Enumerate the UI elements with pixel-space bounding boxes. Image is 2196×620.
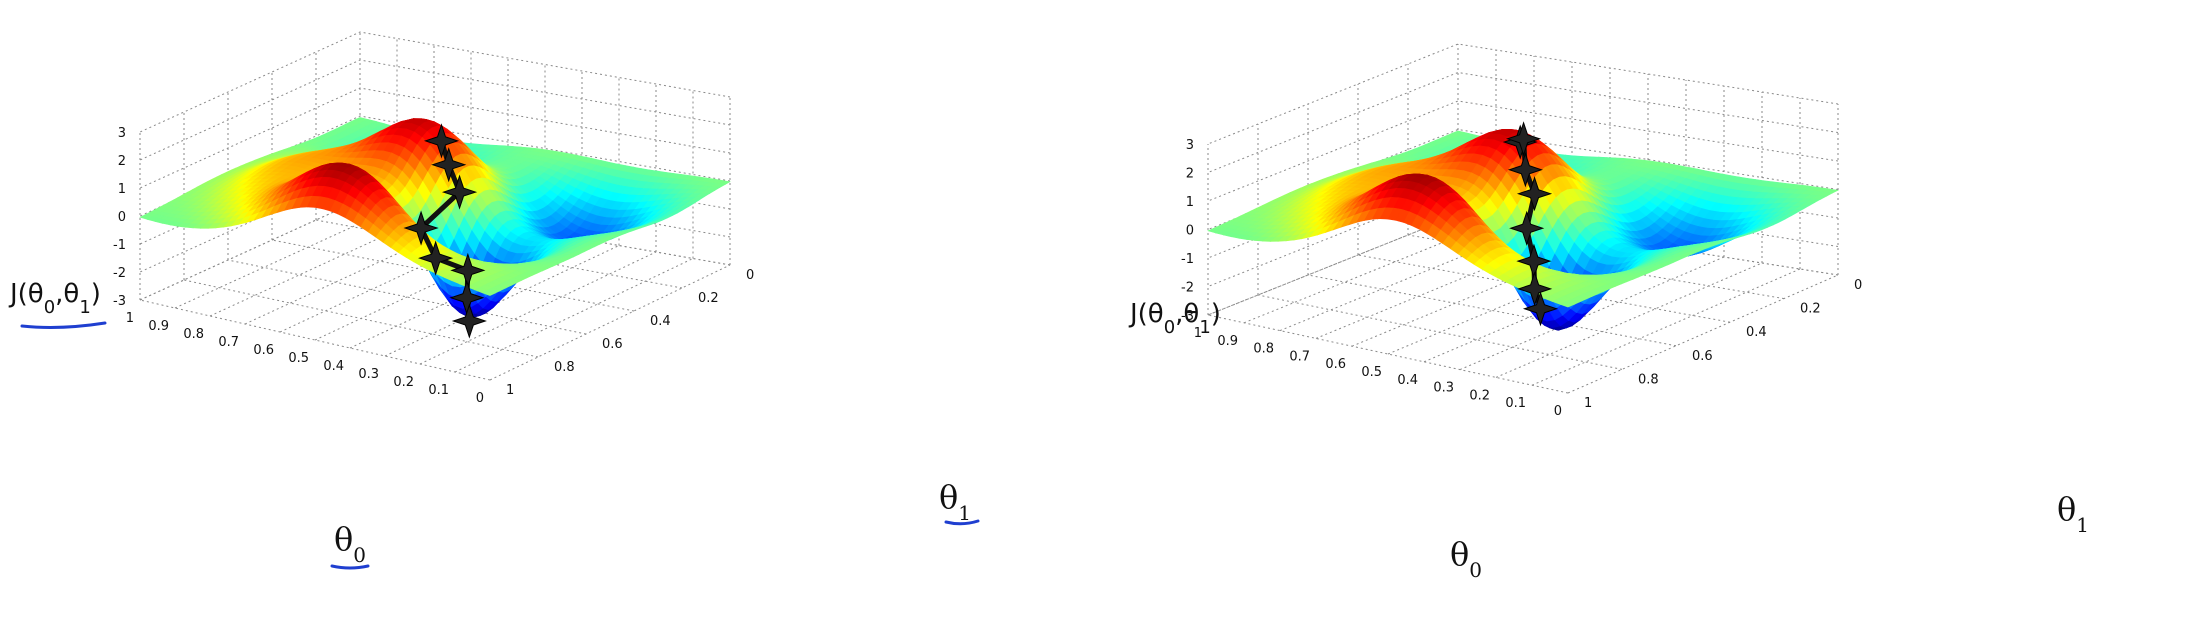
descent-path [403, 123, 487, 339]
y-tick-label: 0 [1854, 278, 1862, 293]
z-tick-label: 0 [118, 210, 126, 225]
path-point-marker [431, 147, 467, 183]
x-tick-label: 0 [1554, 404, 1562, 419]
tick-labels: 3210-1-2-310.90.80.70.60.50.40.30.20.100… [113, 126, 754, 406]
z-tick-label: -2 [1181, 281, 1194, 296]
path-point-marker [423, 123, 460, 159]
z-tick-label: 2 [1186, 167, 1194, 182]
x-tick-label: 0.7 [218, 335, 239, 350]
path-point-marker [451, 303, 487, 339]
path-point-marker [1507, 152, 1543, 188]
cost-surface [1207, 128, 1839, 331]
x-axis-label: θ0 [334, 520, 366, 567]
z-tick-label: 2 [118, 154, 126, 169]
x-tick-label: 0.5 [1361, 365, 1382, 380]
handwritten-underlines [20, 321, 980, 570]
z-tick-label: 3 [118, 126, 126, 141]
x-tick-label: 0.5 [288, 351, 309, 366]
x-tick-label: 0.4 [1397, 373, 1418, 388]
tick-labels: 3210-1-2-310.90.80.70.60.50.40.30.20.100… [1181, 138, 1862, 419]
x-tick-label: 0.3 [358, 367, 379, 382]
x-tick-label: 0.8 [1253, 342, 1274, 357]
path-point-marker [1516, 176, 1553, 212]
x-axis-label: θ0 [1450, 535, 1482, 582]
surface-svg: 3210-1-2-310.90.80.70.60.50.40.30.20.100… [1128, 43, 2089, 582]
y-tick-label: 0.4 [1746, 325, 1767, 340]
y-axis-label: θ1 [939, 478, 971, 525]
z-tick-label: 0 [1186, 224, 1194, 239]
y-tick-label: 0.6 [602, 337, 623, 352]
z-axis-label: J(θ0,θ1) [1128, 299, 1221, 338]
path-point-marker [1509, 210, 1545, 246]
surface-plot-left: 3 2 1 0 -1 -2 -3 1 0.9 0.8 0.7 0.6 0.5 0.4 0.3 0.2 0.1 0 0… [8, 31, 980, 570]
x-tick-label: 0.8 [183, 327, 204, 342]
path-point-marker [1522, 291, 1559, 327]
x-tick-label: 0.7 [1289, 349, 1310, 364]
x-tick-label: 0 [476, 391, 484, 406]
y-tick-label: 0.2 [1800, 302, 1821, 317]
z-tick-label: -1 [1181, 252, 1194, 267]
z-tick-label: 3 [1186, 138, 1194, 153]
z-tick-label: -3 [113, 294, 126, 309]
surface-plot-right: 3 2 1 0 -1 -2 -3 1 0.9 0.8 0.7 0.6 0.5 0.4 0.3 0.2 0.1 0 0… [1098, 0, 2196, 620]
z-tick-label: -1 [113, 238, 126, 253]
z-tick-label: -2 [113, 266, 126, 281]
x-tick-label: 0.6 [1325, 357, 1346, 372]
y-tick-label: 0.6 [1692, 349, 1713, 364]
x-tick-label: 0.9 [148, 319, 169, 334]
z-tick-label: -3 [1181, 309, 1194, 324]
y-tick-label: 1 [1584, 396, 1592, 411]
z-axis-label: J(θ0,θ1) [8, 279, 101, 318]
y-tick-label: 0.8 [554, 360, 575, 375]
descent-path [1502, 121, 1559, 327]
y-tick-label: 0.2 [698, 291, 719, 306]
path-point-marker [418, 240, 454, 276]
x-tick-label: 0.4 [323, 359, 344, 374]
y-tick-label: 1 [506, 383, 514, 398]
x-tick-label: 0.2 [1469, 388, 1490, 403]
x-tick-label: 0.1 [1505, 396, 1526, 411]
x-tick-label: 0.3 [1433, 381, 1454, 396]
x-tick-label: 0.1 [428, 383, 449, 398]
x-tick-label: 1 [126, 311, 134, 326]
path-point-marker [441, 174, 478, 210]
z-tick-label: 1 [118, 182, 126, 197]
y-tick-label: 0 [746, 268, 754, 283]
z-tick-label: 1 [1186, 195, 1194, 210]
y-axis-label: θ1 [2057, 490, 2089, 537]
cost-surface [139, 117, 731, 318]
x-tick-label: 0.6 [253, 343, 274, 358]
path-point-marker [403, 210, 439, 246]
surface-svg: 3210-1-2-310.90.80.70.60.50.40.30.20.100… [8, 31, 980, 570]
x-tick-label: 0.9 [1217, 334, 1238, 349]
path-point-marker [1505, 121, 1542, 157]
y-tick-label: 0.4 [650, 314, 671, 329]
x-tick-label: 1 [1194, 326, 1202, 341]
y-tick-label: 0.8 [1638, 372, 1659, 387]
x-tick-label: 0.2 [393, 375, 414, 390]
